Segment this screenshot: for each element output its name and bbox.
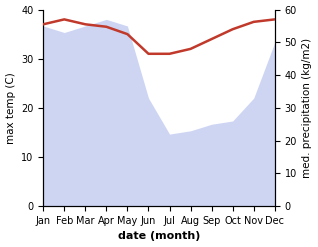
Y-axis label: med. precipitation (kg/m2): med. precipitation (kg/m2) — [302, 38, 313, 178]
Y-axis label: max temp (C): max temp (C) — [5, 72, 16, 144]
X-axis label: date (month): date (month) — [118, 231, 200, 242]
